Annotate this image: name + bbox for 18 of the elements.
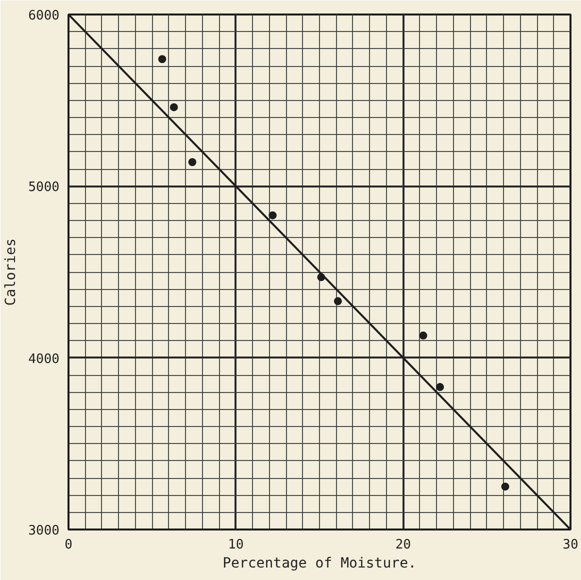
x-tick-label: 0	[64, 538, 72, 552]
point	[436, 383, 444, 392]
y-tick-label: 5000	[28, 180, 60, 196]
point	[158, 55, 166, 64]
x-tick-label: 10	[228, 538, 244, 552]
point	[334, 297, 342, 306]
x-axis-title: Percentage of Moisture.	[222, 556, 416, 572]
point	[268, 211, 277, 220]
point	[170, 103, 178, 112]
x-tick-label: 30	[562, 538, 578, 552]
x-tick-label: 20	[395, 538, 411, 552]
y-tick-label: 4000	[28, 352, 60, 367]
y-tick-label: 6000	[28, 8, 60, 24]
point	[501, 482, 510, 491]
point	[419, 332, 428, 340]
point	[188, 158, 196, 166]
y-tick-label: 3000	[28, 524, 60, 538]
y-axis-title: Calories	[3, 238, 20, 306]
